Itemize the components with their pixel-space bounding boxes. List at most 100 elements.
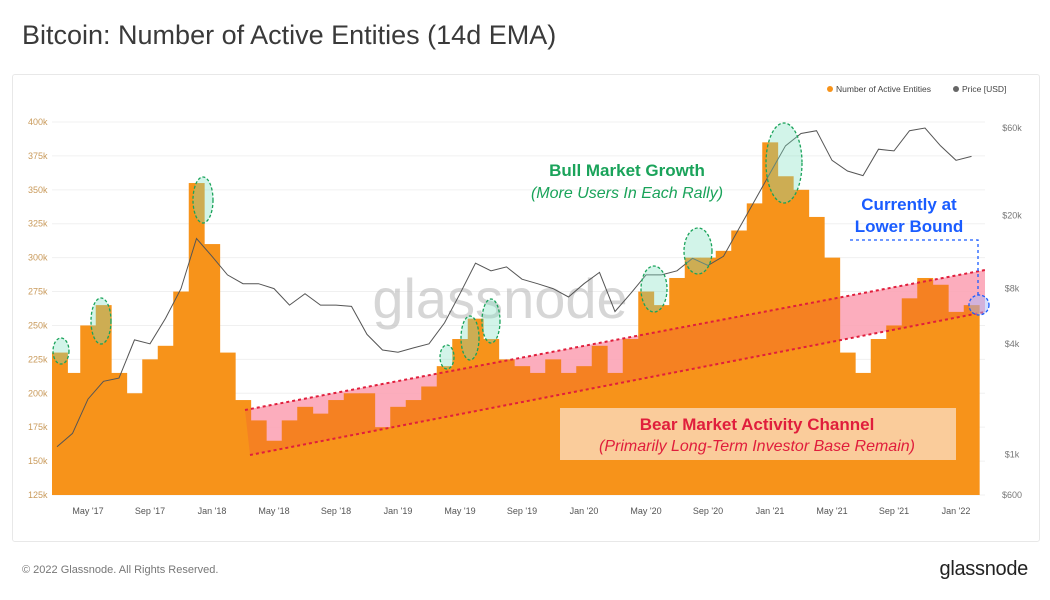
entities-bar: [498, 359, 515, 495]
x-tick-label: Sep '17: [135, 506, 165, 516]
channel-overlay: [245, 270, 985, 455]
entities-bar: [297, 406, 314, 495]
y-left-tick-label: 375k: [28, 151, 48, 161]
page-title: Bitcoin: Number of Active Entities (14d …: [22, 20, 557, 50]
copyright: © 2022 Glassnode. All Rights Reserved.: [22, 564, 219, 576]
glassnode-logo[interactable]: glassnode: [939, 558, 1029, 580]
entities-bar: [80, 325, 97, 495]
legend-marker-entities: [827, 86, 833, 92]
x-tick-label: Jan '19: [384, 506, 413, 516]
y-left-tick-label: 225k: [28, 354, 48, 364]
peak-markers: [52, 122, 803, 370]
entities-bar: [312, 413, 329, 495]
peak-marker: [481, 298, 501, 344]
y-left-tick-label: 175k: [28, 422, 48, 432]
y-left-tick-label: 125k: [28, 490, 48, 500]
x-tick-label: Sep '19: [507, 506, 537, 516]
entities-bar: [235, 400, 252, 495]
y-left-tick-label: 200k: [28, 388, 48, 398]
x-tick-label: Sep '20: [693, 506, 723, 516]
peak-marker: [640, 265, 668, 313]
watermark: glassnode: [372, 267, 627, 330]
entities-bar: [669, 277, 686, 495]
entities-bar: [638, 291, 655, 495]
entities-bar: [328, 400, 345, 495]
y-left-tick-label: 150k: [28, 456, 48, 466]
entities-bar: [142, 359, 159, 495]
entities-bar: [359, 393, 376, 495]
entities-bar: [529, 372, 546, 495]
x-tick-label: Jan '22: [942, 506, 971, 516]
y-left-tick-label: 275k: [28, 287, 48, 297]
legend-marker-price: [953, 86, 959, 92]
legend-label-price: Price [USD]: [962, 84, 1006, 94]
channel-lower-line: [249, 311, 986, 456]
entities-bar: [111, 372, 128, 495]
x-tick-label: May '20: [630, 506, 661, 516]
entities-bar: [514, 366, 531, 495]
bear-annotation: Bear Market Activity Channel (Primarily …: [599, 415, 915, 455]
legend: Number of Active Entities Price [USD]: [827, 84, 1006, 94]
x-tick-label: Sep '18: [321, 506, 351, 516]
entities-bar: [173, 291, 190, 495]
current-annotation: Currently at Lower Bound: [855, 195, 964, 236]
y-left-tick-label: 325k: [28, 219, 48, 229]
entities-bar: [374, 427, 391, 495]
y-right-tick-label: $4k: [1005, 339, 1020, 349]
y-right-tick-label: $60k: [1002, 123, 1022, 133]
entities-bar: [64, 372, 81, 495]
peak-marker: [765, 122, 803, 204]
x-tick-label: May '19: [444, 506, 475, 516]
entities-bar: [436, 366, 453, 495]
current-line-1: Currently at: [861, 195, 957, 214]
y-left-tick-label: 400k: [28, 117, 48, 127]
price-line: [56, 127, 972, 448]
entities-bar: [963, 305, 980, 495]
entities-bar: [95, 305, 112, 495]
entities-bar: [188, 183, 205, 495]
peak-marker: [192, 176, 214, 224]
entities-bar: [52, 352, 68, 495]
current-marker: [968, 294, 990, 316]
entities-bar: [343, 393, 360, 495]
peak-marker: [439, 344, 455, 370]
chart-frame: [12, 74, 1040, 542]
x-tick-label: Jan '18: [198, 506, 227, 516]
entities-bar: [250, 420, 267, 495]
bear-annotation-box: [560, 408, 956, 460]
y-right-tick-label: $20k: [1002, 211, 1022, 221]
x-tick-label: May '17: [72, 506, 103, 516]
peak-marker: [683, 227, 713, 275]
entities-bar: [467, 318, 484, 495]
y-right-tick-label: $600: [1002, 490, 1022, 500]
bull-subtitle: (More Users In Each Rally): [531, 185, 723, 202]
entities-bar: [421, 386, 438, 495]
x-tick-label: May '18: [258, 506, 289, 516]
bull-title: Bull Market Growth: [549, 161, 705, 180]
legend-label-entities: Number of Active Entities: [836, 84, 931, 94]
y-left-tick-label: 250k: [28, 320, 48, 330]
y-right-tick-label: $1k: [1005, 449, 1020, 459]
entities-bar: [483, 339, 500, 495]
peak-marker: [90, 297, 112, 345]
current-line-2: Lower Bound: [855, 217, 964, 236]
entities-bar: [948, 311, 965, 495]
entities-bar: [452, 339, 469, 495]
entities-bar: [204, 244, 221, 495]
entities-bar: [157, 345, 174, 495]
bull-annotation: Bull Market Growth (More Users In Each R…: [531, 161, 723, 202]
lower-bound-pointer: [850, 239, 979, 298]
bear-subtitle: (Primarily Long-Term Investor Base Remai…: [599, 438, 915, 455]
bear-title: Bear Market Activity Channel: [640, 415, 875, 434]
y-right-tick-label: $8k: [1005, 284, 1020, 294]
x-tick-label: Jan '20: [570, 506, 599, 516]
y-left-tick-label: 350k: [28, 185, 48, 195]
x-tick-label: Jan '21: [756, 506, 785, 516]
entities-bar: [266, 440, 283, 495]
entities-bar: [126, 393, 143, 495]
peak-marker: [52, 337, 70, 365]
peak-marker: [460, 315, 480, 361]
x-tick-label: Sep '21: [879, 506, 909, 516]
x-tick-label: May '21: [816, 506, 847, 516]
